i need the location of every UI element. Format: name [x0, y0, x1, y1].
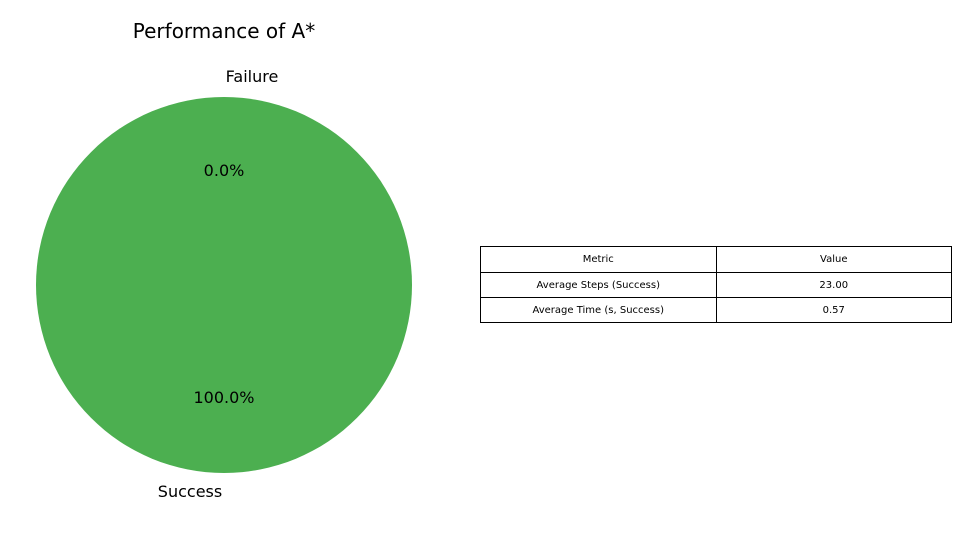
slice-percent-success: 100.0%: [193, 388, 254, 407]
metric-cell: Average Steps (Success): [480, 272, 717, 298]
table-row: Average Steps (Success) 23.00: [480, 272, 952, 298]
chart-title: Performance of A*: [133, 19, 315, 43]
slice-label-success: Success: [158, 482, 222, 501]
value-cell: 0.57: [715, 297, 952, 323]
pie-slice-success: [36, 97, 412, 473]
metrics-table: Metric Value Average Steps (Success) 23.…: [480, 246, 952, 323]
metric-cell: Average Time (s, Success): [480, 297, 717, 323]
column-header-metric: Metric: [480, 246, 717, 273]
value-cell: 23.00: [715, 272, 952, 298]
slice-percent-failure: 0.0%: [204, 161, 245, 180]
table-header-row: Metric Value: [480, 246, 952, 273]
column-header-value: Value: [715, 246, 952, 273]
pie-slices: [36, 97, 412, 473]
slice-label-failure: Failure: [226, 67, 279, 86]
table-row: Average Time (s, Success) 0.57: [480, 297, 952, 323]
